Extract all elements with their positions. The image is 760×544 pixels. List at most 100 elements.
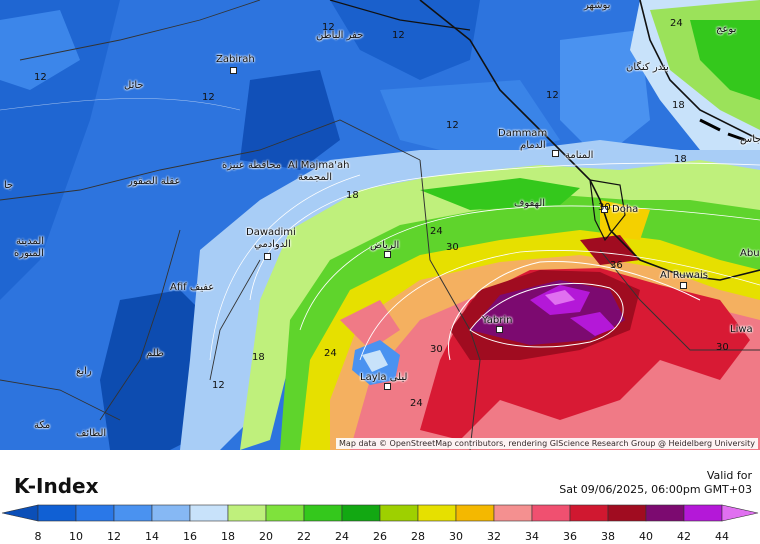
colorbar-tick-label: 32 (487, 530, 501, 543)
colorbar-bin (75, 504, 115, 522)
contour-label: 18 (674, 154, 687, 165)
contour-label: 30 (598, 202, 611, 213)
colorbar-tick-label: 18 (221, 530, 235, 543)
place-dammam: Dammam (498, 128, 548, 139)
colorbar-bin (645, 504, 685, 522)
colorbar (1, 504, 759, 522)
map-attribution[interactable]: Map data © OpenStreetMap contributors, r… (336, 438, 758, 449)
place-liwa: Liwa (730, 324, 753, 335)
colorbar-tick-label: 36 (563, 530, 577, 543)
colorbar-tick-label: 26 (373, 530, 387, 543)
contour-label: 12 (322, 22, 335, 33)
colorbar-bin (37, 504, 77, 522)
contour-label: 12 (202, 92, 215, 103)
place-west: جا (4, 180, 14, 191)
contour-label: 12 (212, 380, 225, 391)
colorbar-bin (531, 504, 571, 522)
city-marker (680, 282, 687, 289)
colorbar-bin (227, 504, 267, 522)
colorbar-bin (455, 504, 495, 522)
legend-title: K-Index (14, 474, 99, 498)
colorbar-tick-label: 42 (677, 530, 691, 543)
place-bandar-kangan: بندر كنگان (626, 62, 669, 73)
colorbar-tick-label: 14 (145, 530, 159, 543)
place-bushehr: بوشهر (584, 0, 611, 11)
contour-label: 12 (34, 72, 47, 83)
colorbar-bin (151, 504, 191, 522)
colorbar-tick-label: 22 (297, 530, 311, 543)
place-doha: Doha (612, 204, 639, 215)
contour-label: 30 (716, 342, 729, 353)
valid-for-label: Valid for (706, 469, 752, 482)
place-afif: Afif عفيف (170, 282, 215, 293)
city-marker (230, 67, 237, 74)
place-madinah: المدينة (16, 236, 45, 247)
colorbar-bin (303, 504, 343, 522)
contour-label: 12 (446, 120, 459, 131)
place-abu-dhabi: Abu (740, 248, 760, 259)
contour-label: 18 (346, 190, 359, 201)
contour-label: 30 (430, 344, 443, 355)
contour-label: 18 (252, 352, 265, 363)
city-marker (496, 326, 503, 333)
city-marker (264, 253, 271, 260)
place-dawadimi: Dawadimi (246, 227, 296, 238)
place-dammam-ar: الدمام (520, 140, 546, 151)
colorbar-tick-label: 44 (715, 530, 729, 543)
place-label-ne: بوعج (716, 24, 737, 35)
contour-label: 36 (610, 260, 623, 271)
city-marker (384, 383, 391, 390)
weather-map[interactable]: Zabirah حائل حفر الباطن محافظة عنيزة Al … (0, 0, 760, 450)
place-zabirah: Zabirah (216, 54, 255, 65)
place-hail: حائل (124, 80, 144, 91)
place-layla: Layla ليلى (360, 372, 408, 383)
colorbar-tick-label: 30 (449, 530, 463, 543)
place-zalim: ظلم (146, 348, 164, 359)
contour-label: 24 (324, 348, 337, 359)
colorbar-tick-label: 10 (69, 530, 83, 543)
colorbar-tick-label: 12 (107, 530, 121, 543)
colorbar-min-arrow (1, 504, 39, 522)
colorbar-tick-label: 40 (639, 530, 653, 543)
place-jask: جاس (740, 134, 760, 145)
contour-label: 12 (392, 30, 405, 41)
city-marker (601, 206, 608, 213)
colorbar-tick-label: 16 (183, 530, 197, 543)
city-marker (552, 150, 559, 157)
contour-label: 24 (410, 398, 423, 409)
contour-label: 24 (670, 18, 683, 29)
colorbar-bin (341, 504, 381, 522)
colorbar-tick-label: 28 (411, 530, 425, 543)
place-yabrin: Yabrin (482, 315, 513, 326)
place-munawwarah: المنورة (14, 248, 44, 259)
place-taif: الطائف (76, 428, 107, 439)
colorbar-tick-label: 20 (259, 530, 273, 543)
place-riyadh: الرياض (370, 240, 400, 251)
place-al-ruwais: Al Ruwais (660, 270, 708, 281)
contour-label: 24 (430, 226, 443, 237)
colorbar-bin (189, 504, 229, 522)
place-al-majmaah-ar: المجمعة (298, 172, 333, 183)
place-manama: المنامة (565, 150, 594, 161)
colorbar-bin (569, 504, 609, 522)
colorbar-bin (265, 504, 305, 522)
colorbar-bin (683, 504, 723, 522)
colorbar-tick-label: 38 (601, 530, 615, 543)
place-unaizah: محافظة عنيزة (222, 160, 282, 171)
place-hafar-al-batin: حفر الباطن (316, 30, 364, 41)
contour-label: 30 (446, 242, 459, 253)
colorbar-tick-label: 8 (34, 530, 42, 543)
place-hofuf: الهفوف (514, 198, 546, 209)
contour-label: 12 (546, 90, 559, 101)
colorbar-tick-label: 34 (525, 530, 539, 543)
colorbar-bin (493, 504, 533, 522)
valid-time: Sat 09/06/2025, 06:00pm GMT+03 (559, 483, 752, 496)
place-makkah: مكة (34, 420, 51, 431)
colorbar-bin (113, 504, 153, 522)
place-rabigh: رابغ (76, 366, 92, 377)
place-dawadimi-ar: الدوادمي (254, 239, 291, 250)
colorbar-bin (379, 504, 419, 522)
place-uqlat-as-suqur: عقلة الصقور (128, 176, 181, 187)
place-al-majmaah: Al Majma'ah (288, 160, 350, 171)
colorbar-tick-label: 24 (335, 530, 349, 543)
